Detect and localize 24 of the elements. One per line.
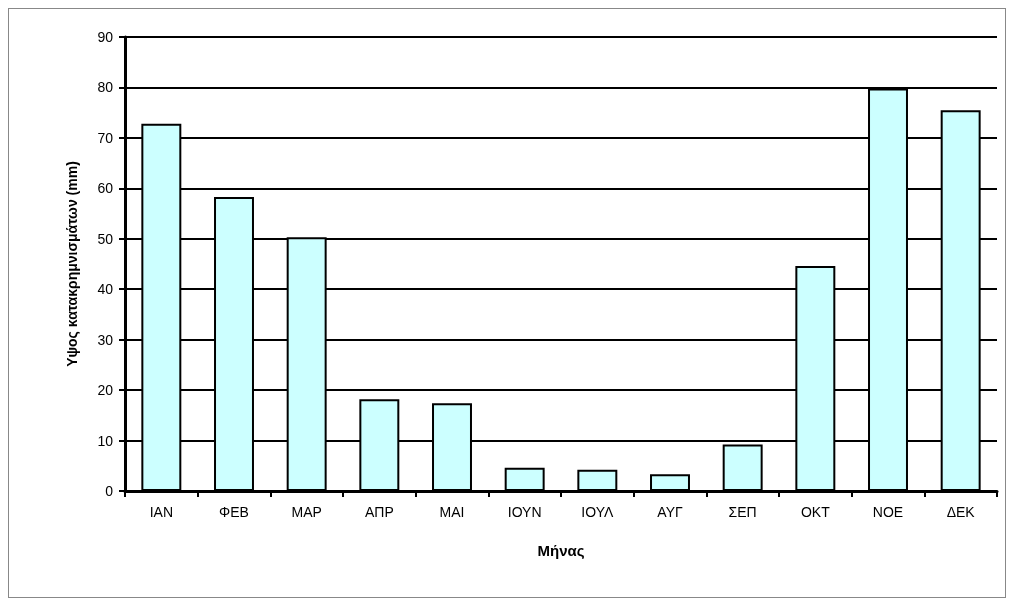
x-tick-label: ΙΟΥΛ — [581, 504, 614, 520]
y-tick-label: 20 — [97, 382, 114, 399]
y-tick-label: 70 — [97, 129, 114, 146]
x-tick-label: ΑΠΡ — [364, 504, 394, 520]
x-tick-label: ΦΕΒ — [219, 504, 249, 520]
x-tick-label: ΜΑΡ — [291, 504, 322, 520]
y-tick-label: 50 — [97, 230, 114, 247]
x-tick-label: ΜΑΙ — [439, 504, 465, 520]
y-tick-label: 10 — [97, 432, 114, 449]
y-tick-label: 60 — [97, 180, 114, 197]
x-tick-label: ΣΕΠ — [728, 504, 757, 520]
x-tick-label: ΙΑΝ — [149, 504, 174, 520]
x-tick-label: ΙΟΥΝ — [507, 504, 542, 520]
y-tick-label: 0 — [105, 483, 114, 499]
x-tick-label: ΟΚΤ — [800, 504, 831, 520]
x-tick-label: ΝΟΕ — [872, 504, 904, 520]
x-axis-title: Μήνας — [537, 542, 585, 559]
y-axis-title: Υψος κατακρημνισμάτων (mm) — [64, 161, 80, 367]
y-tick-label: 30 — [97, 331, 114, 348]
y-tick-label: 90 — [97, 29, 114, 45]
x-tick-label: ΑΥΓ — [657, 504, 683, 520]
y-tick-label: 40 — [97, 281, 114, 298]
x-tick-label: ΔΕΚ — [946, 504, 976, 520]
y-tick-label: 80 — [97, 79, 114, 96]
